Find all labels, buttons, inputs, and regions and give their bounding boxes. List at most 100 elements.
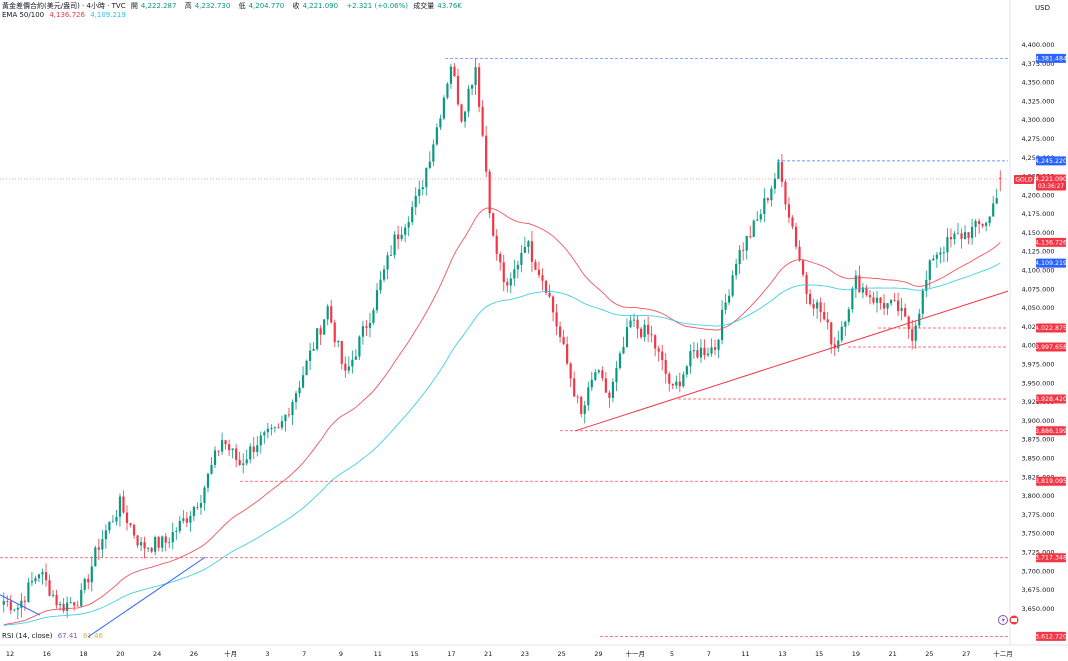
candle: [168, 537, 171, 549]
y-tick-label: 4,375.000: [1021, 60, 1054, 68]
candle-body: [953, 233, 956, 240]
candle-body: [358, 336, 361, 357]
candle: [435, 123, 438, 146]
candle: [555, 303, 558, 336]
candle: [178, 515, 181, 534]
candle-body: [411, 207, 414, 223]
candle-body: [59, 604, 62, 606]
candle: [80, 583, 83, 608]
candle-body: [199, 503, 203, 508]
candle-body: [949, 237, 953, 240]
candle-body: [220, 440, 224, 452]
candle: [861, 283, 865, 299]
candle-body: [995, 198, 998, 204]
candle: [97, 538, 100, 561]
candle-body: [738, 249, 741, 264]
x-tick-label: 15: [815, 650, 823, 658]
candle: [682, 371, 685, 388]
price-tag: 4,381.484: [1035, 53, 1067, 63]
candle: [372, 307, 375, 325]
candle: [942, 246, 945, 263]
candle-body: [305, 360, 308, 376]
open-label: 開: [130, 2, 138, 10]
candle-body: [122, 496, 125, 513]
candle-body: [48, 580, 51, 596]
candle-body: [379, 279, 382, 291]
price-tag-label: 4,109.219: [1035, 260, 1067, 267]
x-tick-label: 20: [116, 650, 124, 658]
rsi-legend[interactable]: RSI (14, close) 67.41 61.46: [2, 632, 106, 640]
candle-body: [118, 496, 122, 517]
price-tag: 3,886.199: [1035, 426, 1067, 436]
candle: [946, 228, 949, 262]
candle-body: [805, 274, 808, 294]
price-tag-bg: [1036, 426, 1066, 436]
candle: [819, 297, 822, 323]
candle-body: [323, 319, 326, 335]
candle: [495, 229, 498, 261]
candle: [235, 443, 238, 468]
price-tag: 3,612.720: [1035, 631, 1067, 641]
candle-body: [654, 335, 657, 349]
candle: [44, 563, 48, 587]
candle: [16, 603, 19, 620]
price-tag-label: 4,245.220: [1035, 158, 1067, 165]
candle: [886, 302, 889, 315]
candle: [995, 188, 998, 204]
candle: [411, 201, 414, 226]
candle: [463, 110, 467, 128]
candles: [2, 58, 1002, 620]
candle: [523, 236, 526, 253]
candle: [456, 68, 460, 107]
candle: [270, 424, 273, 436]
price-tag-label: 3,928.420: [1035, 396, 1067, 403]
candle-body: [872, 297, 875, 303]
candle-body: [400, 234, 403, 240]
price-tag-bg: [1036, 53, 1066, 63]
x-tick-label: 23: [521, 650, 529, 658]
candle-body: [20, 600, 23, 608]
candle-body: [294, 393, 298, 403]
candle: [382, 265, 386, 283]
candle: [368, 312, 372, 338]
candle: [488, 169, 491, 219]
candle: [414, 187, 417, 216]
candle-body: [397, 234, 400, 240]
candle: [960, 228, 963, 249]
candle: [351, 350, 354, 374]
candle: [671, 383, 674, 390]
candle: [161, 535, 164, 553]
candle: [925, 270, 928, 298]
candle: [985, 221, 988, 232]
candle: [935, 251, 938, 268]
candle: [868, 290, 872, 305]
candle: [316, 328, 319, 352]
candle: [397, 225, 400, 250]
x-tick-label: 十一月: [625, 649, 645, 658]
candle-body: [780, 162, 784, 182]
candle-body: [287, 414, 291, 416]
candle-body: [597, 370, 600, 373]
y-tick-label: 3,950.000: [1021, 379, 1054, 387]
candle-body: [784, 181, 787, 205]
candle: [643, 319, 646, 342]
low-label: 低: [238, 2, 246, 10]
price-tag-bg: [1036, 342, 1066, 352]
candle-body: [460, 104, 463, 122]
candle: [340, 340, 343, 370]
candle: [446, 82, 449, 100]
candle: [171, 522, 174, 550]
candle-body: [456, 76, 460, 105]
price-tag: 3,819.095: [1035, 476, 1067, 486]
ema-legend[interactable]: EMA 50/100 4,136.726 4,109.219: [2, 11, 129, 20]
x-tick-label: 16: [43, 650, 51, 658]
price-tag-label: 3,612.720: [1035, 633, 1067, 640]
candle-body: [770, 188, 773, 201]
candle-body: [889, 300, 893, 304]
candle: [344, 356, 347, 378]
candle: [175, 527, 178, 540]
candle-body: [523, 246, 526, 253]
candle-body: [861, 287, 865, 293]
candle-body: [132, 524, 136, 536]
